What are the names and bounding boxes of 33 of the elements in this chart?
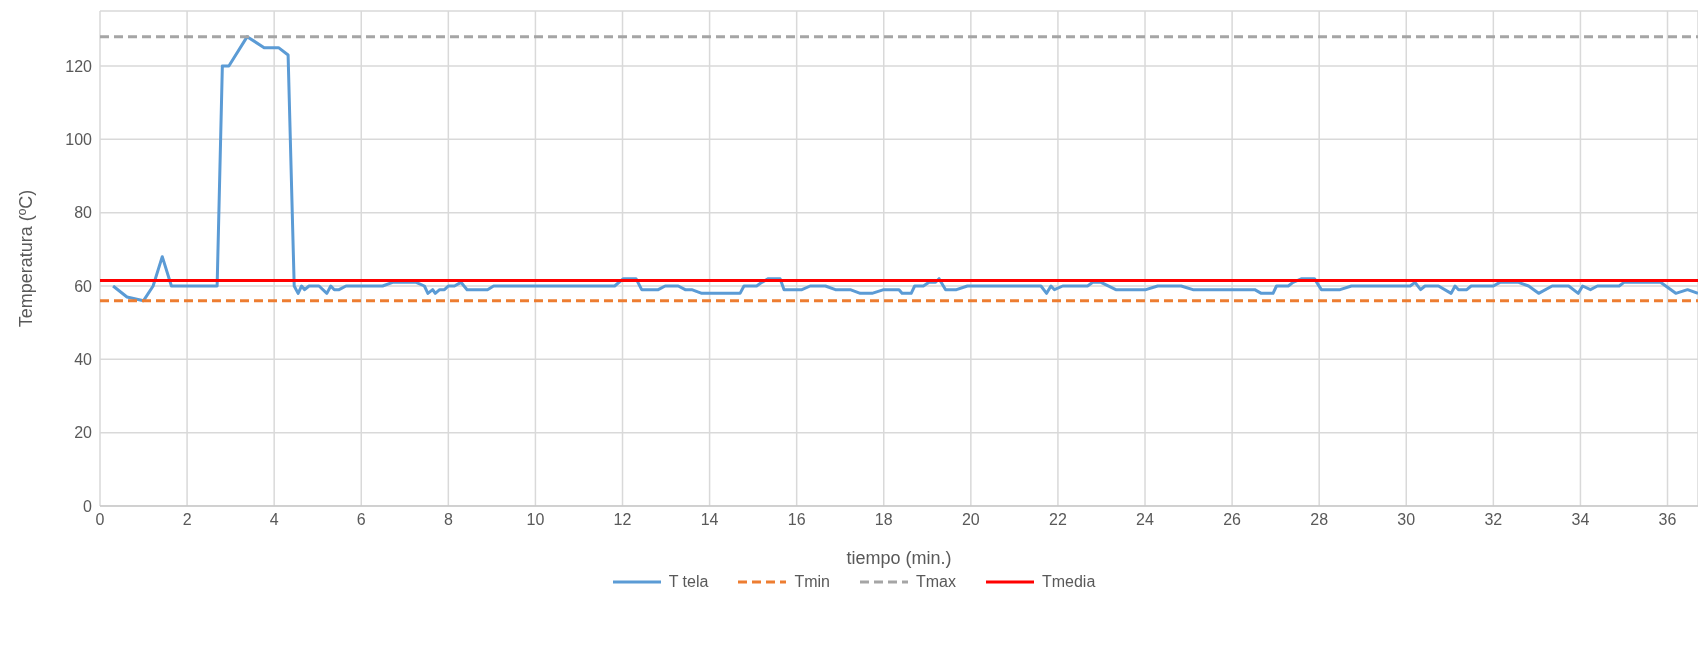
x-tick-label: 4 <box>269 511 279 529</box>
x-tick-label: 14 <box>700 511 719 529</box>
y-tick-label: 0 <box>83 497 93 515</box>
y-tick-label: 120 <box>65 57 93 75</box>
legend-label: Tmax <box>915 573 956 591</box>
x-tick-label: 22 <box>1049 511 1067 529</box>
x-tick-label: 2 <box>182 511 192 529</box>
x-tick-label: 6 <box>356 511 366 529</box>
x-tick-label: 30 <box>1397 511 1416 529</box>
x-tick-label: 18 <box>874 511 893 529</box>
legend-label: T tela <box>668 573 709 591</box>
x-tick-label: 34 <box>1571 511 1590 529</box>
y-axis-title: Temperatura (ºC) <box>16 189 37 328</box>
x-tick-label: 36 <box>1658 511 1677 529</box>
x-tick-label: 10 <box>526 511 545 529</box>
y-tick-label: 80 <box>74 204 93 222</box>
y-tick-label: 60 <box>74 277 93 295</box>
x-tick-label: 8 <box>443 511 453 529</box>
y-tick-label: 40 <box>74 351 93 369</box>
x-tick-label: 32 <box>1484 511 1503 529</box>
y-tick-label: 100 <box>65 131 93 149</box>
x-tick-label: 12 <box>613 511 632 529</box>
x-tick-label: 20 <box>961 511 980 529</box>
legend-label: Tmin <box>794 573 830 591</box>
legend-label: Tmedia <box>1041 573 1096 591</box>
x-tick-label: 16 <box>787 511 806 529</box>
x-tick-label: 24 <box>1136 511 1155 529</box>
x-tick-label: 0 <box>95 511 105 529</box>
x-tick-label: 26 <box>1223 511 1242 529</box>
x-tick-label: 28 <box>1310 511 1329 529</box>
x-axis-title: tiempo (min.) <box>846 548 952 568</box>
y-tick-label: 20 <box>74 424 93 442</box>
line-series <box>111 35 1698 303</box>
